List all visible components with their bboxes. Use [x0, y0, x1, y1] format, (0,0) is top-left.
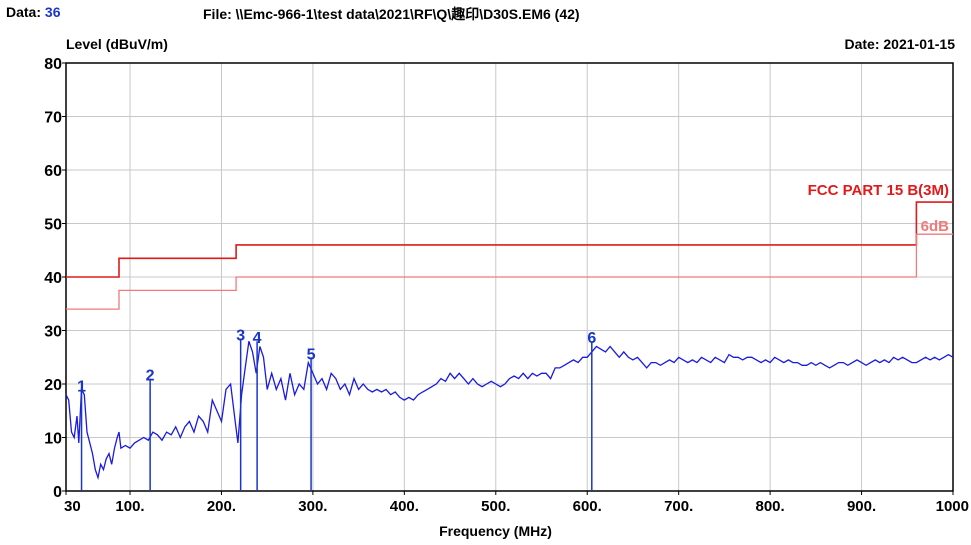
x-tick-label: 900.: [847, 498, 876, 515]
data-number: 36: [44, 4, 61, 20]
x-tick-label: 800.: [756, 498, 785, 515]
date-label: Date: 2021-01-15: [844, 36, 955, 52]
peak-markers: 1 2 3 4 5 6: [77, 328, 596, 491]
margin-label: 6dB: [921, 218, 950, 235]
y-tick-label: 80: [44, 56, 62, 73]
marker-label: 3: [236, 328, 245, 345]
measurement-trace: [65, 340, 954, 481]
fcc-limit-label: FCC PART 15 B(3M): [808, 182, 949, 199]
y-tick-label: 30: [44, 324, 62, 341]
y-axis-label: Level (dBuV/m): [66, 36, 168, 52]
x-tick-label: 700.: [664, 498, 693, 515]
file-path: File: \\Emc-966-1\test data\2021\RF\Q\趣印…: [203, 6, 580, 22]
data-label-text: Data:: [6, 4, 42, 20]
limit-line-fcc: [66, 201, 953, 278]
marker-label: 4: [253, 330, 262, 347]
y-tick-label: 0: [53, 484, 62, 501]
marker-label: 5: [307, 346, 316, 363]
limit-line-6db: [66, 233, 953, 310]
x-axis-label: Frequency (MHz): [439, 523, 552, 539]
y-tick-label: 20: [44, 377, 62, 394]
marker-label: 6: [587, 330, 596, 347]
y-tick-label: 50: [44, 217, 62, 234]
tick-labels: 0 10 20 30 40 50 60 70 80 30 100. 200. 300. 400. 500. 6…: [44, 56, 969, 515]
axes: [62, 62, 954, 495]
data-id-label: Data: 36: [6, 4, 60, 20]
x-tick-label: 200.: [207, 498, 236, 515]
y-tick-label: 70: [44, 110, 62, 127]
x-tick-label: 300.: [298, 498, 327, 515]
x-tick-label: 30: [64, 498, 81, 515]
x-tick-label: 600.: [573, 498, 602, 515]
limit-lines: [66, 201, 953, 310]
x-tick-label: 400.: [390, 498, 419, 515]
trace-line: [65, 340, 954, 481]
y-tick-label: 10: [44, 431, 62, 448]
y-tick-label: 40: [44, 270, 62, 287]
x-tick-label: 1000: [936, 498, 969, 515]
x-tick-label: 500.: [481, 498, 510, 515]
marker-label: 1: [77, 378, 86, 395]
x-tick-label: 100.: [115, 498, 144, 515]
marker-label: 2: [146, 368, 155, 385]
y-tick-label: 60: [44, 163, 62, 180]
